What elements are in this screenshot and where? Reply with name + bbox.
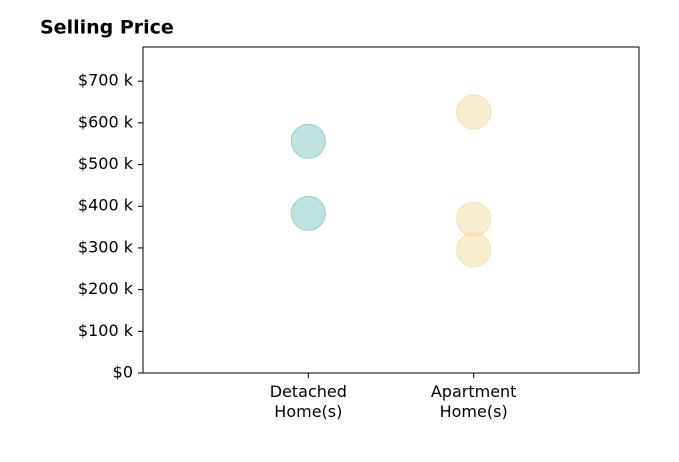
y-tick-label: $500 k: [78, 154, 134, 173]
y-tick-label: $600 k: [78, 112, 134, 131]
y-tick-label: $700 k: [78, 71, 134, 90]
point: [456, 232, 492, 268]
chart-title: Selling Price: [40, 17, 174, 39]
y-tick-label: $100 k: [78, 321, 134, 340]
point: [456, 201, 492, 237]
point: [456, 94, 492, 130]
y-tick-label: $300 k: [78, 237, 134, 256]
point: [290, 123, 326, 159]
point: [290, 195, 326, 231]
plot-frame: [142, 46, 640, 374]
x-tick-label: Apartment Home(s): [430, 382, 517, 421]
y-tick-label: $400 k: [78, 196, 134, 215]
y-tick-label: $200 k: [78, 279, 134, 298]
y-tick-label: $0: [113, 363, 133, 382]
x-tick-label: Detached Home(s): [269, 382, 347, 421]
